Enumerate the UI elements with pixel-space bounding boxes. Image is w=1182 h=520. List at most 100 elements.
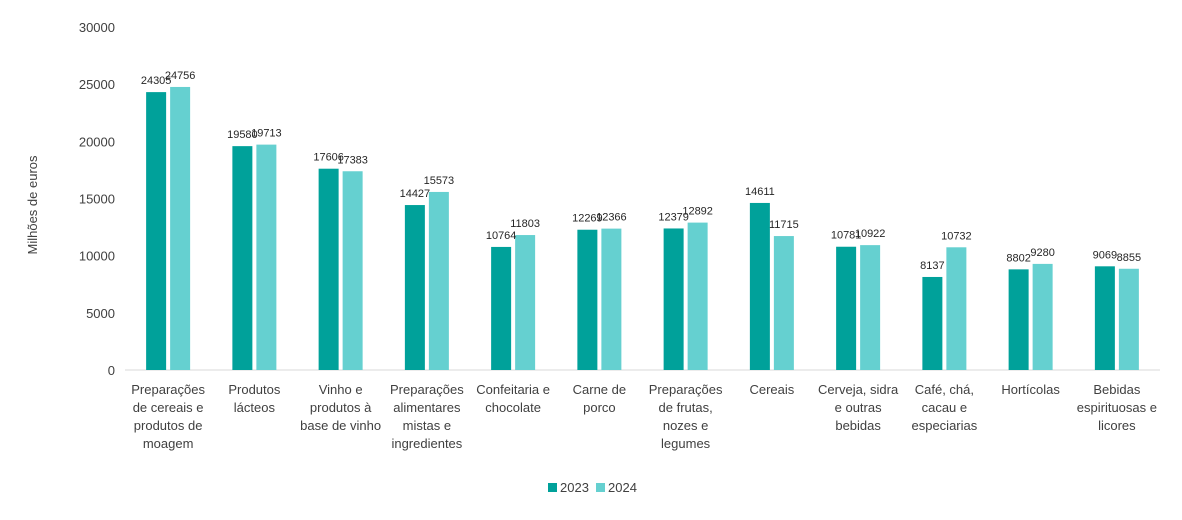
bar-2024 [601, 228, 622, 370]
y-tick-label: 10000 [79, 249, 115, 264]
data-label-2024: 19713 [251, 128, 282, 140]
data-label-2023: 10781 [831, 230, 862, 242]
category-label-line: mistas e [403, 418, 451, 433]
category-label: Café, chá, cacau e especiarias [911, 382, 977, 433]
category-label: Preparações de cereais e produtos de moagem [131, 382, 205, 451]
data-label-2023: 8802 [1006, 252, 1030, 264]
category-label-line: licores [1098, 418, 1136, 433]
bar-2024 [342, 171, 363, 370]
data-label-2024: 12892 [682, 206, 713, 218]
bar-2023 [836, 246, 857, 370]
bar-2024 [1118, 268, 1139, 370]
y-tick-label: 20000 [79, 134, 115, 149]
category-label: Bebidas espirituosas e licores [1077, 382, 1157, 433]
legend-label-2023: 2023 [560, 480, 589, 495]
data-label-2024: 12366 [596, 212, 627, 224]
category-label: Confeitaria e chocolate [476, 382, 550, 415]
category-label-line: Preparações [649, 382, 723, 397]
legend-swatch-2023 [548, 483, 557, 492]
category-label-line: ingredientes [391, 436, 462, 451]
category-label-line: porco [583, 400, 616, 415]
category-label-line: bebidas [835, 418, 881, 433]
data-label-2023: 19580 [227, 129, 258, 141]
data-label-2024: 17383 [337, 154, 368, 166]
bar-2023 [232, 146, 253, 370]
category-label-line: Café, chá, [915, 382, 974, 397]
data-label-2023: 8137 [920, 260, 944, 272]
category-label-line: Hortícolas [1001, 382, 1060, 397]
data-label-2024: 24756 [165, 70, 196, 82]
category-label: Vinho e produtos à base de vinho [300, 382, 381, 433]
category-label-line: Preparações [131, 382, 205, 397]
bar-2024 [256, 144, 277, 370]
y-axis-label: Milhões de euros [25, 155, 40, 254]
data-label-2024: 10922 [855, 228, 886, 240]
category-label-line: produtos de [134, 418, 203, 433]
bar-2024 [860, 245, 881, 370]
bar-2023 [577, 229, 598, 370]
category-label-line: moagem [143, 436, 194, 451]
category-label-line: lácteos [234, 400, 276, 415]
data-label-2024: 10732 [941, 230, 972, 242]
category-label: Carne de porco [573, 382, 626, 415]
category-label-line: especiarias [911, 418, 977, 433]
category-label-line: Carne de [573, 382, 626, 397]
legend-swatch-2024 [596, 483, 605, 492]
category-label-line: Cereais [749, 382, 794, 397]
bar-2024 [515, 235, 536, 370]
category-labels: Preparações de cereais e produtos de moagem… [131, 382, 1157, 451]
bar-2023 [404, 205, 425, 370]
category-label-line: espirituosas e [1077, 400, 1157, 415]
data-label-2024: 11715 [769, 219, 799, 231]
category-label-line: legumes [661, 436, 711, 451]
category-label: Cerveja, sidra e outras bebidas [818, 382, 899, 433]
bar-2023 [318, 168, 339, 370]
category-label-line: alimentares [393, 400, 461, 415]
category-label-line: de cereais e [133, 400, 204, 415]
category-label: Preparações de frutas, nozes e legumes [649, 382, 723, 451]
category-label: Hortícolas [1001, 382, 1060, 397]
data-label-2023: 14427 [400, 188, 431, 200]
category-label-line: chocolate [485, 400, 541, 415]
data-label-2024: 9280 [1030, 247, 1054, 259]
data-label-2023: 14611 [745, 186, 775, 198]
data-label-2023: 24305 [141, 75, 172, 87]
bar-2024 [773, 236, 794, 370]
data-label-2024: 15573 [424, 175, 455, 187]
category-label-line: produtos à [310, 400, 372, 415]
category-label-line: Vinho e [319, 382, 363, 397]
category-label-line: de frutas, [659, 400, 713, 415]
category-label-line: Confeitaria e [476, 382, 550, 397]
category-label: Preparações alimentares mistas e ingredient… [390, 382, 464, 451]
y-tick-label: 0 [108, 363, 115, 378]
category-label-line: e outras [835, 400, 882, 415]
data-label-2023: 17606 [313, 152, 344, 164]
y-axis-ticks: 0 5000 10000 15000 20000 25000 30000 [79, 20, 115, 378]
category-label-line: Produtos [228, 382, 281, 397]
legend-label-2024: 2024 [608, 480, 637, 495]
bar-2023 [749, 202, 770, 370]
category-label-line: Preparações [390, 382, 464, 397]
y-tick-label: 30000 [79, 20, 115, 35]
category-label-line: cacau e [922, 400, 968, 415]
category-label-line: Bebidas [1093, 382, 1140, 397]
bar-2023 [491, 246, 512, 370]
bar-2024 [170, 86, 191, 371]
category-label: Produtos lácteos [228, 382, 281, 415]
data-label-2023: 10764 [486, 230, 517, 242]
category-label-line: base de vinho [300, 418, 381, 433]
y-tick-label: 25000 [79, 77, 115, 92]
bar-2023 [146, 92, 167, 371]
data-label-2024: 11803 [510, 218, 540, 230]
bars [146, 86, 1139, 371]
bar-2023 [922, 276, 943, 370]
data-label-2023: 12379 [658, 211, 689, 223]
category-label: Cereais [749, 382, 794, 397]
data-label-2023: 9069 [1093, 249, 1117, 261]
category-label-line: nozes e [663, 418, 709, 433]
category-label-line: Cerveja, sidra [818, 382, 899, 397]
bar-2024 [687, 222, 708, 370]
y-tick-label: 5000 [86, 306, 115, 321]
